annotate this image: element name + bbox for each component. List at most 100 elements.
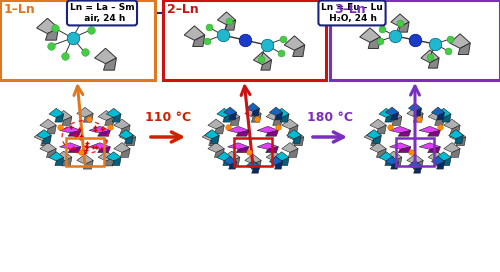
- Polygon shape: [228, 162, 236, 169]
- Polygon shape: [42, 135, 51, 143]
- Polygon shape: [419, 126, 440, 133]
- Polygon shape: [252, 108, 260, 116]
- Polygon shape: [419, 143, 440, 149]
- Polygon shape: [386, 151, 402, 161]
- Polygon shape: [266, 110, 282, 120]
- Polygon shape: [458, 43, 470, 54]
- Text: 1–Ln: 1–Ln: [4, 3, 36, 16]
- Polygon shape: [217, 152, 232, 161]
- Polygon shape: [370, 143, 386, 152]
- Polygon shape: [40, 119, 56, 129]
- Polygon shape: [370, 137, 380, 146]
- Polygon shape: [390, 112, 398, 120]
- Polygon shape: [272, 157, 282, 166]
- Polygon shape: [364, 131, 380, 141]
- Polygon shape: [98, 131, 110, 136]
- Polygon shape: [450, 149, 460, 157]
- Polygon shape: [68, 131, 81, 136]
- Polygon shape: [98, 110, 114, 120]
- Polygon shape: [228, 126, 249, 133]
- Polygon shape: [224, 156, 236, 165]
- Polygon shape: [436, 152, 451, 161]
- Polygon shape: [288, 125, 298, 134]
- Polygon shape: [379, 108, 394, 118]
- Polygon shape: [386, 156, 398, 165]
- Polygon shape: [408, 160, 422, 169]
- Polygon shape: [407, 107, 423, 117]
- Polygon shape: [40, 143, 56, 152]
- Polygon shape: [210, 135, 220, 143]
- Polygon shape: [89, 143, 110, 149]
- Polygon shape: [223, 157, 232, 166]
- Polygon shape: [218, 12, 236, 25]
- Polygon shape: [254, 52, 272, 65]
- Text: Ln = La – Sm
  air, 24 h: Ln = La – Sm air, 24 h: [70, 3, 134, 23]
- Polygon shape: [398, 22, 409, 32]
- Bar: [396, 138, 434, 166]
- Polygon shape: [184, 26, 205, 40]
- Polygon shape: [372, 135, 382, 143]
- Polygon shape: [407, 154, 423, 164]
- Polygon shape: [60, 143, 81, 149]
- Polygon shape: [246, 160, 260, 169]
- Polygon shape: [436, 112, 444, 120]
- Polygon shape: [214, 149, 224, 157]
- Polygon shape: [62, 157, 72, 166]
- Polygon shape: [280, 114, 289, 122]
- Polygon shape: [370, 119, 386, 129]
- Polygon shape: [98, 147, 110, 153]
- Polygon shape: [224, 151, 240, 161]
- Polygon shape: [214, 125, 224, 134]
- Polygon shape: [114, 119, 130, 129]
- Polygon shape: [106, 152, 121, 161]
- Polygon shape: [428, 131, 440, 136]
- Polygon shape: [224, 110, 240, 120]
- Polygon shape: [246, 103, 260, 112]
- Polygon shape: [292, 45, 305, 57]
- Polygon shape: [288, 131, 304, 141]
- Polygon shape: [55, 157, 64, 166]
- Polygon shape: [391, 14, 409, 27]
- Polygon shape: [228, 143, 249, 149]
- Polygon shape: [55, 114, 64, 122]
- Polygon shape: [270, 156, 282, 165]
- Polygon shape: [261, 60, 272, 70]
- Polygon shape: [282, 143, 298, 152]
- Polygon shape: [49, 108, 64, 118]
- Polygon shape: [36, 18, 59, 34]
- Polygon shape: [428, 151, 444, 161]
- Polygon shape: [56, 110, 72, 120]
- Polygon shape: [118, 130, 134, 139]
- Text: Ln = Eu – Lu
 H₂O, 24 h: Ln = Eu – Lu H₂O, 24 h: [321, 3, 383, 23]
- Polygon shape: [245, 154, 261, 164]
- Polygon shape: [292, 135, 302, 143]
- Polygon shape: [392, 117, 402, 125]
- Bar: [66, 138, 104, 166]
- Polygon shape: [204, 130, 220, 139]
- Polygon shape: [84, 113, 93, 122]
- Polygon shape: [282, 119, 298, 129]
- Polygon shape: [434, 157, 444, 166]
- Polygon shape: [274, 108, 289, 118]
- Polygon shape: [454, 135, 464, 143]
- Polygon shape: [450, 125, 460, 134]
- Polygon shape: [444, 143, 460, 152]
- Polygon shape: [432, 156, 444, 165]
- Polygon shape: [49, 152, 64, 161]
- Text: 3–Ln: 3–Ln: [334, 3, 366, 16]
- Polygon shape: [450, 131, 466, 141]
- Polygon shape: [414, 166, 422, 173]
- Polygon shape: [257, 126, 278, 133]
- Polygon shape: [126, 137, 136, 146]
- Polygon shape: [421, 50, 439, 63]
- Polygon shape: [448, 130, 464, 139]
- Polygon shape: [456, 137, 466, 146]
- Polygon shape: [390, 143, 411, 149]
- Polygon shape: [224, 107, 236, 116]
- Polygon shape: [68, 147, 81, 153]
- Polygon shape: [366, 130, 382, 139]
- Polygon shape: [192, 35, 205, 47]
- Polygon shape: [266, 147, 278, 153]
- Polygon shape: [284, 36, 305, 50]
- Polygon shape: [270, 107, 282, 116]
